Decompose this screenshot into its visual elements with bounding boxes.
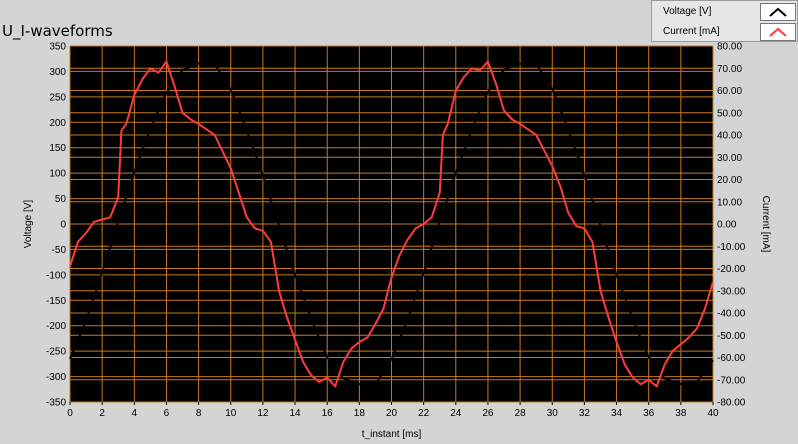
voltage-series-line xyxy=(69,62,714,386)
x-tick-label: 34 xyxy=(611,408,623,419)
x-tick-label: 22 xyxy=(418,408,430,419)
x-tick-label: 40 xyxy=(707,408,719,419)
plot-title: U_I-waveforms xyxy=(2,22,113,40)
legend-label-voltage: Voltage [V] xyxy=(663,6,712,17)
y-tick-label: 100 xyxy=(49,169,66,180)
y-tick-label: 0 xyxy=(60,220,66,231)
y-tick-label: -250 xyxy=(46,347,66,358)
y-tick-label: -200 xyxy=(46,321,66,332)
y-tick-label: 250 xyxy=(49,92,66,103)
y2-axis-label: Current [mA] xyxy=(760,196,771,253)
x-tick-label: 16 xyxy=(322,408,334,419)
x-tick-label: 20 xyxy=(386,408,398,419)
x-tick-label: 24 xyxy=(450,408,462,419)
y2-tick-label: 40.00 xyxy=(717,131,742,142)
x-tick-label: 2 xyxy=(99,408,105,419)
y2-tick-label: -60.00 xyxy=(717,353,746,364)
y2-tick-label: -20.00 xyxy=(717,264,746,275)
y-tick-label: 350 xyxy=(49,42,66,53)
y-tick-label: 150 xyxy=(49,143,66,154)
legend-swatch-current-icon xyxy=(760,23,796,41)
y2-tick-label: 50.00 xyxy=(717,108,742,119)
y-tick-label: 300 xyxy=(49,67,66,78)
x-tick-label: 12 xyxy=(257,408,269,419)
legend-swatch-voltage-icon xyxy=(760,3,796,21)
legend-label-current: Current [mA] xyxy=(663,26,720,37)
y-tick-label: -50 xyxy=(52,245,67,256)
y2-tick-label: -70.00 xyxy=(717,375,746,386)
series-layer xyxy=(69,60,714,388)
grid xyxy=(69,45,714,403)
y2-tick-label: 30.00 xyxy=(717,153,742,164)
y2-tick-label: 80.00 xyxy=(717,42,742,53)
legend-item-voltage[interactable]: Voltage [V] xyxy=(652,2,798,22)
y-axis-label: Voltage [V] xyxy=(23,200,34,249)
y-tick-label: 200 xyxy=(49,118,66,129)
x-tick-label: 28 xyxy=(515,408,527,419)
x-tick-label: 38 xyxy=(675,408,687,419)
x-tick-label: 32 xyxy=(579,408,591,419)
y2-tick-label: -30.00 xyxy=(717,286,746,297)
x-tick-label: 26 xyxy=(482,408,494,419)
x-tick-label: 14 xyxy=(289,408,301,419)
legend-item-current[interactable]: Current [mA] xyxy=(652,22,798,42)
x-tick-label: 36 xyxy=(643,408,655,419)
current-series-line xyxy=(69,60,714,388)
x-axis-label: t_instant [ms] xyxy=(362,429,422,440)
y2-tick-label: 0.00 xyxy=(717,220,737,231)
x-tick-label: 18 xyxy=(354,408,366,419)
x-tick-label: 10 xyxy=(225,408,237,419)
y-tick-label: -100 xyxy=(46,270,66,281)
tick-labels: 0 2 4 6 8 10 12 14 16 18 20 22 24 26 28 30 32 34 36 38 40350… xyxy=(46,42,746,420)
y-tick-label: 50 xyxy=(55,194,67,205)
y-tick-label: -350 xyxy=(46,398,66,409)
x-tick-label: 0 xyxy=(67,408,73,419)
x-tick-label: 4 xyxy=(132,408,138,419)
y2-tick-label: 20.00 xyxy=(717,175,742,186)
y2-tick-label: 70.00 xyxy=(717,64,742,75)
y2-tick-label: 60.00 xyxy=(717,86,742,97)
y2-tick-label: 10.00 xyxy=(717,197,742,208)
x-tick-label: 8 xyxy=(196,408,202,419)
y-tick-label: -150 xyxy=(46,296,66,307)
y2-tick-label: -40.00 xyxy=(717,309,746,320)
x-tick-label: 30 xyxy=(547,408,559,419)
x-tick-label: 6 xyxy=(164,408,170,419)
y2-tick-label: -80.00 xyxy=(717,398,746,409)
y2-tick-label: -10.00 xyxy=(717,242,746,253)
y2-tick-label: -50.00 xyxy=(717,331,746,342)
y-tick-label: -300 xyxy=(46,372,66,383)
